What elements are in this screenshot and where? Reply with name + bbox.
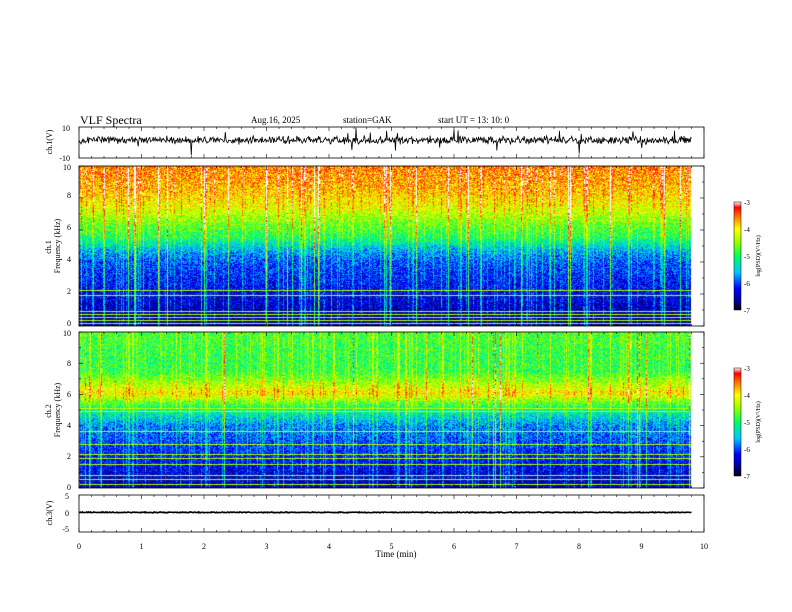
ch3-waveform-ylabel: ch.3(V) [45, 500, 54, 525]
ch1-ytick-bottom: -10 [59, 154, 70, 163]
ch3-ytick-top: 5 [65, 492, 69, 501]
ch1-colorbar-label: log(PSD)(V²/Hz) [755, 235, 762, 276]
ch2-cbar-tick-m4: -4 [744, 392, 750, 400]
ch1-ytick-top: 10 [62, 124, 70, 133]
ch1-cbar-tick-m6: -6 [744, 280, 750, 288]
ch1-freq-tick-10: 10 [63, 163, 71, 172]
ch2-spectrogram-heatmap [79, 332, 704, 488]
time-tick-7: 7 [515, 542, 519, 551]
ch2-freq-tick-8: 8 [67, 359, 71, 368]
ch3-ytick-bottom: -5 [62, 525, 69, 534]
ch2-freq-tick-4: 4 [67, 421, 71, 430]
time-tick-10: 10 [700, 542, 708, 551]
ch3-waveform-frame [78, 494, 705, 533]
ch2-freq-tick-10: 10 [63, 329, 71, 338]
time-tick-2: 2 [202, 542, 206, 551]
time-tick-9: 9 [640, 542, 644, 551]
ch1-freq-tick-6: 6 [67, 223, 71, 232]
time-tick-0: 0 [77, 542, 81, 551]
ch1-cbar-tick-m4: -4 [744, 226, 750, 234]
ch2-spectrogram-ylabel: ch.2 Frequency (kHz) [44, 382, 62, 437]
ch3-ytick-mid: 0 [65, 509, 69, 518]
ch2-spectrogram-panel: 0 2 4 6 8 10 ch.2 Frequency (kHz) -3 -4 … [44, 329, 762, 492]
ch2-cbar-tick-m3: -3 [744, 365, 750, 373]
ch2-colorbar-label: log(PSD)(V²/Hz) [755, 401, 762, 442]
time-tick-6: 6 [452, 542, 456, 551]
ch1-waveform-panel: 10 -10 ch.1(V) [45, 124, 705, 163]
ch3-waveform-trace [78, 510, 692, 514]
ch2-cbar-tick-m5: -5 [744, 419, 750, 427]
ch1-waveform-trace [78, 127, 692, 156]
ch1-freq-tick-0: 0 [67, 319, 71, 328]
ch1-cbar-tick-m3: -3 [744, 199, 750, 207]
time-tick-5: 5 [390, 542, 394, 551]
ch2-colorbar [733, 367, 742, 477]
station-label: station=GAK [343, 115, 392, 125]
ch1-waveform-ylabel: ch.1(V) [45, 129, 54, 154]
time-tick-1: 1 [140, 542, 144, 551]
start-ut-label: start UT = 13: 10: 0 [438, 115, 510, 125]
ch1-freq-tick-4: 4 [67, 255, 71, 264]
figure-title: VLF Spectra [80, 113, 142, 127]
ch2-freq-tick-2: 2 [67, 452, 71, 461]
time-axis-label: Time (min) [376, 549, 417, 559]
axis-ticks [78, 127, 705, 532]
ch1-spectrogram-ylabel: ch.1 Frequency (kHz) [44, 218, 62, 273]
ch1-spectrogram-panel: 0 2 4 6 8 10 ch.1 Frequency (kHz) -3 -4 … [44, 163, 762, 328]
time-tick-4: 4 [327, 542, 331, 551]
ch2-freq-tick-6: 6 [67, 390, 71, 399]
ch1-cbar-tick-m5: -5 [744, 253, 750, 261]
ch2-cbar-tick-m7: -7 [744, 473, 750, 481]
ch1-spectrogram-heatmap [79, 166, 704, 326]
ch2-cbar-tick-m6: -6 [744, 446, 750, 454]
time-tick-8: 8 [577, 542, 581, 551]
ch1-freq-tick-8: 8 [67, 191, 71, 200]
date-label: Aug.16, 2025 [251, 115, 301, 125]
ch1-freq-tick-2: 2 [67, 287, 71, 296]
time-tick-3: 3 [265, 542, 269, 551]
ch3-waveform-panel: 5 0 -5 ch.3(V) [45, 492, 705, 534]
ch2-freq-tick-0: 0 [67, 483, 71, 492]
ch1-cbar-tick-m7: -7 [744, 307, 750, 315]
time-axis: 0 1 2 3 4 5 6 7 8 9 10 Time (min) [77, 542, 708, 559]
ch1-colorbar [733, 201, 742, 311]
